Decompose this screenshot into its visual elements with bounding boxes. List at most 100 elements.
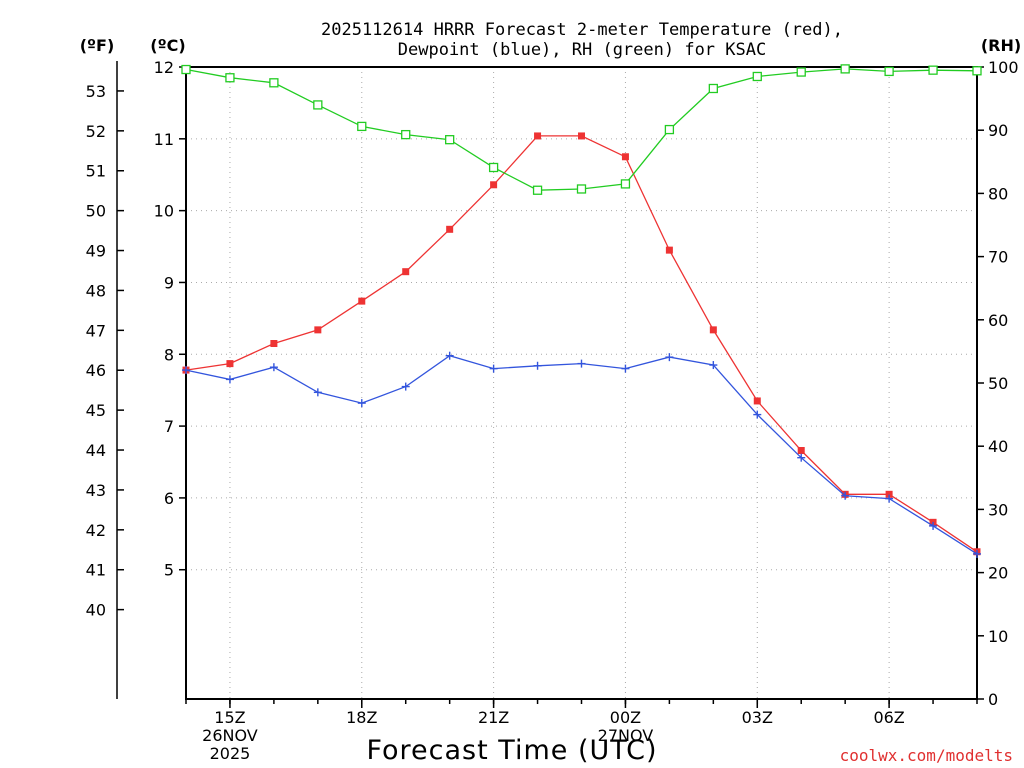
fahrenheit-tick-label: 40 <box>86 601 106 620</box>
rh-tick-label: 30 <box>988 500 1008 519</box>
fahrenheit-tick-label: 46 <box>86 361 106 380</box>
x-tick-label: 26NOV <box>202 726 258 745</box>
celsius-tick-label: 5 <box>164 561 174 580</box>
fahrenheit-tick-label: 47 <box>86 321 106 340</box>
chart-title-line2: Dewpoint (blue), RH (green) for KSAC <box>398 40 766 60</box>
dewpoint-point <box>929 521 938 530</box>
dewpoint-point <box>577 359 586 368</box>
rh-point <box>620 179 631 189</box>
2-meter-temperature-point <box>226 360 234 368</box>
rh-unit-label: (RH) <box>981 36 1021 55</box>
dewpoint-point <box>709 361 718 370</box>
rh-tick-label: 100 <box>988 58 1019 77</box>
celsius-tick-label: 10 <box>154 202 174 221</box>
2-meter-temperature-point <box>578 132 585 140</box>
rh-point <box>708 83 718 94</box>
fahrenheit-unit-label: (ºF) <box>80 36 115 55</box>
celsius-tick-label: 8 <box>164 345 174 364</box>
fahrenheit-tick-label: 49 <box>86 242 106 261</box>
rh-point <box>181 64 191 75</box>
celsius-tick-label: 11 <box>154 130 174 149</box>
fahrenheit-tick-label: 53 <box>86 82 106 101</box>
chart-title-line1: 2025112614 HRRR Forecast 2-meter Tempera… <box>321 20 843 40</box>
dewpoint-point <box>357 399 366 408</box>
dewpoint-point <box>753 410 762 419</box>
dewpoint-point <box>973 549 981 558</box>
dewpoint-point <box>533 361 542 370</box>
fahrenheit-tick-label: 41 <box>86 561 106 580</box>
grid-lines <box>186 66 977 699</box>
rh-tick-label: 90 <box>988 121 1008 140</box>
rh-point <box>357 121 367 132</box>
fahrenheit-tick-label: 42 <box>86 521 106 540</box>
rh-point <box>928 65 938 75</box>
celsius-tick-label: 9 <box>164 273 174 292</box>
celsius-tick-label: 7 <box>164 417 174 436</box>
2-meter-temperature-point <box>402 268 410 276</box>
rh-point <box>664 124 675 135</box>
rh-point <box>752 71 762 82</box>
2-meter-temperature-point <box>270 340 278 347</box>
rh-point <box>269 78 279 88</box>
rh-tick-label: 40 <box>988 437 1008 456</box>
2-meter-temperature-line <box>185 135 978 553</box>
dewpoint-line <box>185 354 978 555</box>
2-meter-temperature-point <box>665 246 673 254</box>
rh-point <box>840 64 850 74</box>
fahrenheit-tick-label: 43 <box>86 481 106 500</box>
2-meter-temperature-point <box>314 326 322 334</box>
fahrenheit-tick-label: 52 <box>86 122 106 141</box>
rh-line <box>185 68 978 191</box>
fahrenheit-tick-label: 48 <box>86 281 106 300</box>
x-tick-label: 15Z <box>214 708 245 727</box>
rh-tick-label: 60 <box>988 311 1008 330</box>
x-tick-label: 18Z <box>346 708 377 727</box>
x-tick-label: 06Z <box>873 708 904 727</box>
source-credit: coolwx.com/modelts <box>840 746 1013 765</box>
2-meter-temperature-point <box>621 153 629 161</box>
dewpoint-point <box>313 388 322 397</box>
celsius-tick-label: 12 <box>154 58 174 77</box>
x-axis-label: Forecast Time (UTC) <box>366 735 657 766</box>
dewpoint-point <box>489 364 498 373</box>
rh-point <box>225 73 235 83</box>
rh-point <box>884 66 894 77</box>
plot-frame <box>185 66 978 700</box>
2-meter-temperature-point <box>490 181 498 189</box>
2-meter-temperature-point <box>753 397 761 405</box>
rh-point <box>401 129 411 140</box>
rh-axis: 0 10 20 30 40 50 60 70 80 90 100 <box>977 58 1019 709</box>
dewpoint-point <box>797 453 806 462</box>
rh-point <box>313 100 323 110</box>
2-meter-temperature-point <box>885 490 893 498</box>
rh-tick-label: 80 <box>988 184 1008 203</box>
rh-point <box>445 135 455 145</box>
2-meter-temperature-point <box>446 225 454 233</box>
x-tick-label: 2025 <box>210 744 251 763</box>
2-meter-temperature-point <box>358 297 366 305</box>
x-tick-label: 03Z <box>742 708 773 727</box>
series-layer <box>181 64 982 558</box>
dewpoint-point <box>401 382 410 391</box>
dewpoint-point <box>269 363 278 372</box>
rh-point <box>532 185 543 195</box>
fahrenheit-tick-label: 44 <box>86 441 106 460</box>
x-tick-label: 00Z <box>610 708 641 727</box>
dewpoint-point <box>445 351 454 360</box>
rh-tick-label: 0 <box>988 690 998 709</box>
dewpoint-point <box>621 364 630 373</box>
rh-tick-label: 20 <box>988 564 1008 583</box>
celsius-unit-label: (ºC) <box>150 36 185 55</box>
2-meter-temperature-point <box>709 326 717 334</box>
dewpoint-point <box>885 494 894 503</box>
2-meter-temperature-point <box>534 132 542 140</box>
rh-point <box>488 162 499 173</box>
rh-tick-label: 70 <box>988 248 1008 267</box>
fahrenheit-tick-label: 45 <box>86 401 106 420</box>
rh-point <box>576 184 587 194</box>
fahrenheit-tick-label: 50 <box>86 202 106 221</box>
x-tick-label: 27NOV <box>598 726 654 745</box>
rh-tick-label: 50 <box>988 374 1008 393</box>
